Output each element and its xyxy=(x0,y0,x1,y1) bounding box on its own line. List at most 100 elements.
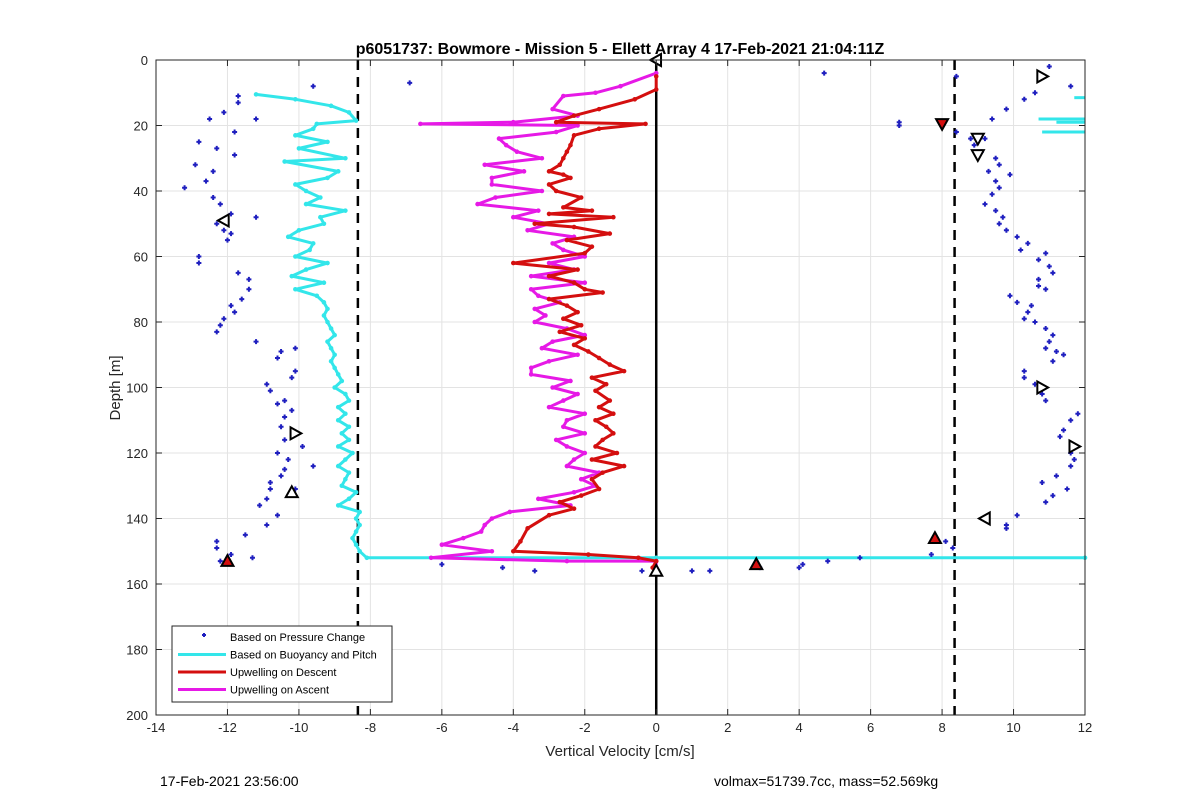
pressure-data-point xyxy=(532,568,538,574)
buoyancy-pitch-series-point xyxy=(321,300,327,305)
pressure-data-point xyxy=(1032,90,1038,96)
pressure-data-point xyxy=(993,155,999,161)
ascent-upwelling-series-point xyxy=(582,254,588,259)
buoyancy-pitch-series-point xyxy=(303,267,309,272)
x-tick-label: 6 xyxy=(867,720,874,735)
descent-upwelling-series-point xyxy=(632,97,638,102)
pressure-data-point xyxy=(928,552,934,558)
pressure-data-point xyxy=(407,80,413,86)
descent-upwelling-series-point xyxy=(582,336,588,341)
ascent-upwelling-series-point xyxy=(653,70,659,76)
ascent-upwelling-series xyxy=(418,71,658,568)
triangle-marker xyxy=(648,562,664,577)
descent-upwelling-series-point xyxy=(607,231,613,236)
ascent-upwelling-series-point xyxy=(575,391,580,397)
pressure-data-point xyxy=(943,538,949,544)
pressure-data-point xyxy=(639,568,645,574)
buoyancy-pitch-series-point xyxy=(350,450,355,456)
x-tick-label: 8 xyxy=(938,720,945,735)
ascent-upwelling-series-point xyxy=(543,313,548,318)
ascent-upwelling-series-point xyxy=(503,142,509,148)
x-tick-label: -4 xyxy=(508,720,520,735)
descent-upwelling-series-point xyxy=(557,329,563,335)
pressure-data-point xyxy=(282,398,288,404)
ascent-upwelling-series-point xyxy=(550,385,555,390)
ascent-upwelling-series-point xyxy=(496,136,502,141)
triangle-marker xyxy=(970,132,986,147)
buoyancy-pitch-series-point xyxy=(332,385,337,390)
pressure-data-point xyxy=(1014,512,1020,518)
y-tick-label: 20 xyxy=(134,119,148,134)
pressure-data-point xyxy=(289,407,295,413)
pressure-data-point xyxy=(1000,214,1006,220)
buoyancy-pitch-series-point xyxy=(346,424,352,430)
descent-upwelling-series-point xyxy=(571,113,577,118)
pressure-data-point xyxy=(274,512,280,518)
pressure-data-point xyxy=(1050,358,1056,364)
descent-upwelling-series-point xyxy=(553,119,559,125)
descent-upwelling-series-point xyxy=(575,267,580,272)
pressure-data-point xyxy=(310,463,316,469)
pressure-data-point xyxy=(689,568,695,574)
descent-upwelling-series-point xyxy=(593,417,598,423)
ascent-upwelling-series-point xyxy=(511,119,516,125)
descent-upwelling-series-point xyxy=(578,195,584,200)
pressure-data-point xyxy=(282,466,288,472)
ascent-upwelling-series-point xyxy=(536,293,541,299)
buoyancy-pitch-series-point xyxy=(293,286,298,292)
chart-title: p6051737: Bowmore - Mission 5 - Ellett A… xyxy=(356,41,885,58)
triangle-marker xyxy=(970,149,986,164)
pressure-data-point xyxy=(267,486,273,492)
buoyancy-pitch-series-point xyxy=(289,273,295,279)
ascent-upwelling-series-point xyxy=(439,542,445,547)
buoyancy-pitch-series-point xyxy=(328,103,334,109)
x-tick-label: -6 xyxy=(436,720,448,735)
pressure-data-point xyxy=(289,375,295,381)
ascent-upwelling-series-point xyxy=(578,476,584,482)
pressure-data-point xyxy=(1053,473,1059,479)
buoyancy-pitch-series-point xyxy=(293,133,298,138)
buoyancy-pitch-series-point xyxy=(335,444,341,449)
descent-upwelling-series-point xyxy=(546,273,552,279)
buoyancy-pitch-series-point xyxy=(353,529,359,534)
pressure-data-point xyxy=(986,168,992,174)
pressure-data-point xyxy=(207,116,213,122)
descent-upwelling-series-point xyxy=(561,155,566,161)
pressure-data-point xyxy=(246,286,252,292)
buoyancy-pitch-series-point xyxy=(296,228,302,233)
pressure-data-point xyxy=(1075,411,1081,417)
descent-upwelling-series-point xyxy=(600,290,605,295)
buoyancy-pitch-series-point xyxy=(328,345,334,351)
pressure-data-point xyxy=(1039,479,1045,485)
buoyancy-pitch-series-point xyxy=(339,483,345,489)
ascent-upwelling-series-point xyxy=(475,201,480,207)
pressure-data-point xyxy=(253,214,259,220)
ascent-upwelling-series-point xyxy=(539,345,545,351)
descent-upwelling-series-point xyxy=(546,169,552,174)
descent-upwelling-series-point xyxy=(586,552,591,557)
buoyancy-pitch-series-point xyxy=(332,332,337,338)
pressure-data-point xyxy=(274,355,280,361)
pressure-data-point xyxy=(264,381,270,387)
descent-upwelling-series-point xyxy=(589,476,595,482)
x-tick-label: 0 xyxy=(653,720,660,735)
ascent-upwelling-series-point xyxy=(582,332,588,338)
ascent-upwelling-series-point xyxy=(546,359,552,364)
descent-upwelling-series-point xyxy=(564,303,570,308)
pressure-data-point xyxy=(1068,463,1074,469)
legend-label: Upwelling on Ascent xyxy=(230,685,329,697)
y-tick-label: 140 xyxy=(126,512,148,527)
triangle-marker xyxy=(289,425,304,442)
buoyancy-pitch-series-point xyxy=(285,234,291,240)
triangle-marker xyxy=(1036,68,1051,85)
descent-upwelling-series-point xyxy=(589,375,595,380)
buoyancy-pitch-series-point xyxy=(318,195,323,200)
pressure-data-point xyxy=(1025,240,1031,246)
pressure-data-point xyxy=(1025,309,1031,315)
buoyancy-pitch-series-point xyxy=(343,208,348,213)
descent-upwelling-series-point xyxy=(653,74,659,79)
descent-upwelling-series-point xyxy=(621,368,627,374)
x-tick-label: -10 xyxy=(290,720,309,735)
pressure-data-point xyxy=(196,139,202,145)
ascent-upwelling-series-point xyxy=(525,228,530,233)
